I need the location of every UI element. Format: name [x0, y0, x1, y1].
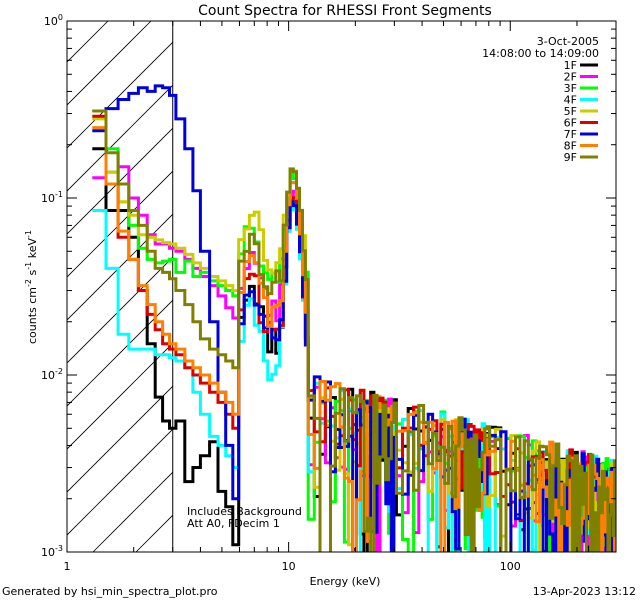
legend-label: 6F: [564, 117, 577, 130]
y-tick-label: 10-3: [41, 544, 63, 559]
hatch-line: [0, 21, 22, 552]
y-tick-label: 10-2: [41, 367, 63, 382]
hatch-line: [67, 213, 173, 321]
chart-title: Count Spectra for RHESSI Front Segments: [198, 3, 492, 19]
y-tick-label: 100: [44, 13, 63, 28]
hatch-line: [67, 428, 173, 536]
hatch-line: [67, 84, 173, 192]
hatch-line: [67, 170, 173, 278]
series-line-8F: [92, 126, 616, 552]
x-axis-label: Energy (keV): [310, 575, 381, 588]
legend-label: 5F: [564, 105, 577, 118]
legend-label: 7F: [564, 128, 577, 141]
x-tick-label: 1: [64, 560, 71, 573]
annotation-background: Includes Background: [187, 505, 302, 518]
footer-timestamp: 13-Apr-2023 13:12: [533, 585, 636, 598]
footer-generator: Generated by hsi_min_spectra_plot.pro: [2, 585, 218, 598]
y-tick-labels: 100 10-1 10-2 10-3: [41, 13, 63, 559]
x-tick-labels: 1 10 100: [64, 560, 521, 573]
legend-label: 1F: [564, 59, 577, 72]
x-tick-label: 10: [282, 560, 296, 573]
legend-label: 2F: [564, 71, 577, 84]
plot-frame: [66, 20, 617, 553]
svg-text:counts cm-2 s-1 keV-1: counts cm-2 s-1 keV-1: [24, 230, 39, 344]
series-line-9F: [92, 109, 616, 552]
hatch-line: [67, 385, 173, 493]
legend-label: 4F: [564, 94, 577, 107]
legend-label: 9F: [564, 151, 577, 164]
x-tick-label: 100: [500, 560, 521, 573]
y-tick-label: 10-1: [41, 190, 63, 205]
hatch-line: [67, 21, 109, 63]
axis-ticks: [66, 20, 617, 553]
date-label: 3-Oct-2005: [537, 35, 599, 48]
hatch-line: [67, 342, 173, 450]
annotation-attenuator: Att A0, FDecim 1: [187, 517, 280, 530]
series-lines: [92, 84, 616, 552]
legend-label: 8F: [564, 140, 577, 153]
y-axis-label: counts cm-2 s-1 keV-1: [24, 230, 39, 344]
time-range-label: 14:08:00 to 14:09:00: [482, 47, 599, 60]
legend-label: 3F: [564, 82, 577, 95]
